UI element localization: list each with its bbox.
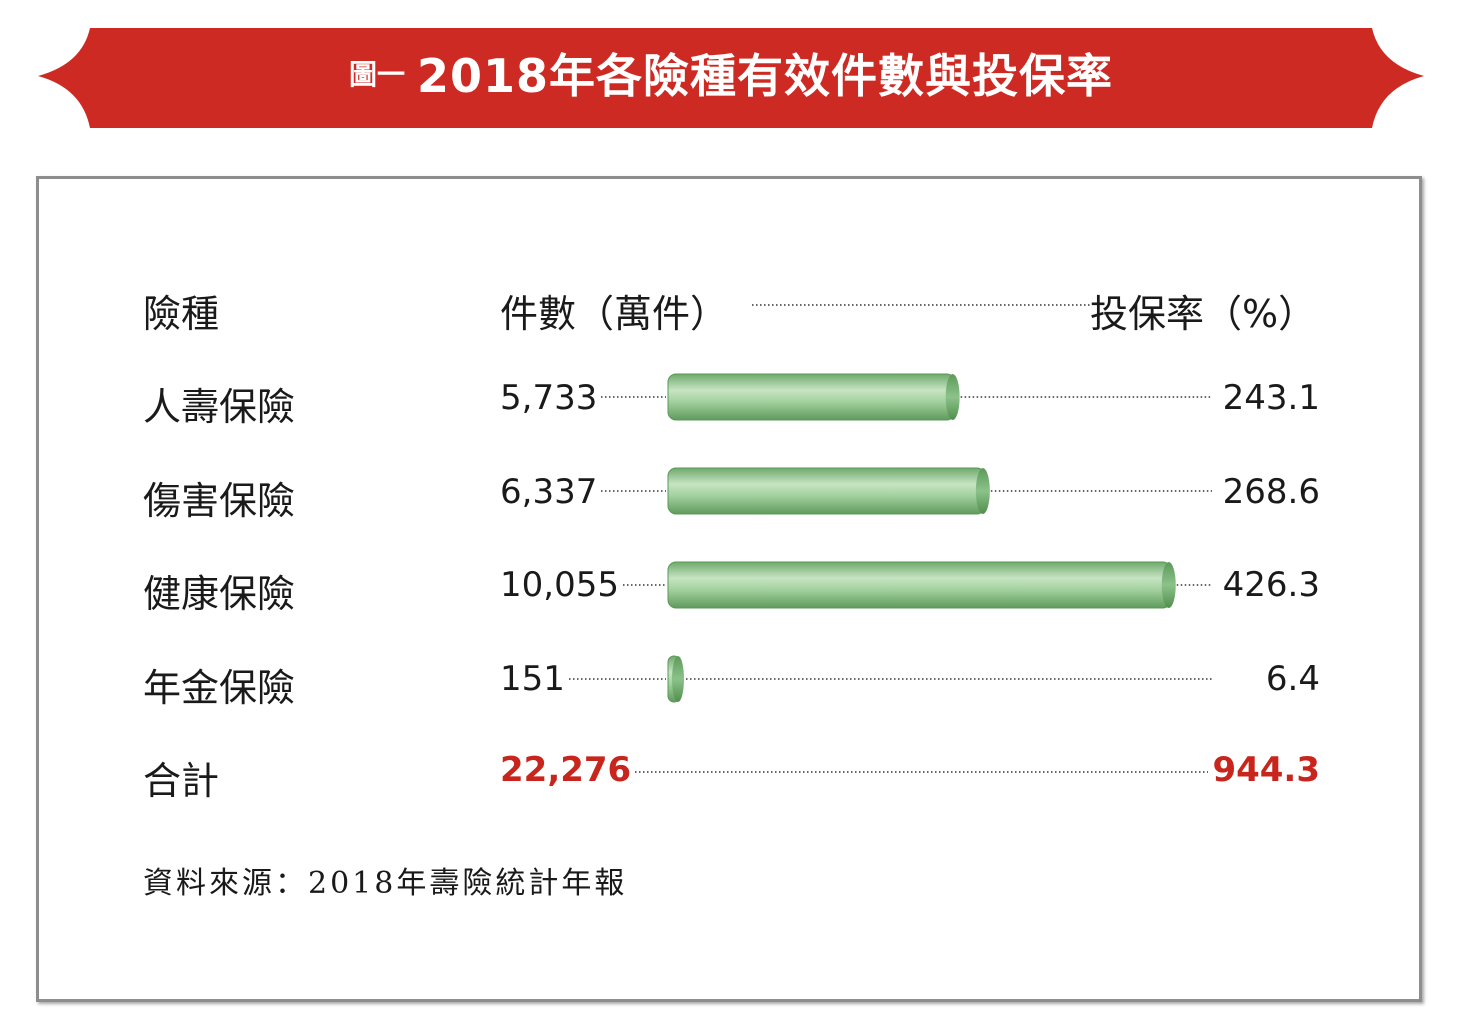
rate-value: 6.4 (1265, 659, 1320, 699)
bar-cap (672, 656, 684, 702)
count-value: 151 (500, 659, 565, 699)
header-category: 險種 (143, 292, 220, 336)
category-label: 年金保險 (143, 666, 296, 710)
category-label: 人壽保險 (143, 385, 296, 429)
banner-shape (38, 28, 1424, 128)
category-label: 傷害保險 (143, 479, 296, 523)
count-value: 6,337 (500, 472, 598, 512)
bar-傷害保險 (667, 467, 986, 515)
bar-cap (975, 468, 990, 514)
bar-人壽保險 (667, 373, 956, 421)
rate-value: 426.3 (1222, 565, 1320, 605)
source-note: 資料來源：2018年壽險統計年報 (143, 866, 628, 901)
header-rate: 投保率（%） (1090, 292, 1317, 336)
title-main: 2018年各險種有效件數與投保率 (416, 49, 1114, 103)
title-prefix: 圖一 (348, 58, 405, 91)
rate-value: 243.1 (1222, 378, 1320, 418)
bar-cap (1161, 562, 1176, 608)
total-label: 合計 (143, 759, 220, 803)
bar-cap (945, 374, 960, 420)
category-label: 健康保險 (143, 572, 296, 616)
total-count: 22,276 (500, 750, 632, 790)
count-value: 10,055 (500, 565, 619, 605)
header-count: 件數（萬件） (500, 292, 729, 336)
total-rate: 944.3 (1212, 750, 1320, 790)
chart-title: 圖一 2018年各險種有效件數與投保率 (0, 18, 1462, 128)
bar-健康保險 (667, 561, 1172, 609)
rate-value: 268.6 (1222, 472, 1320, 512)
title-banner: 圖一 2018年各險種有效件數與投保率 (0, 0, 1462, 140)
count-value: 5,733 (500, 378, 598, 418)
